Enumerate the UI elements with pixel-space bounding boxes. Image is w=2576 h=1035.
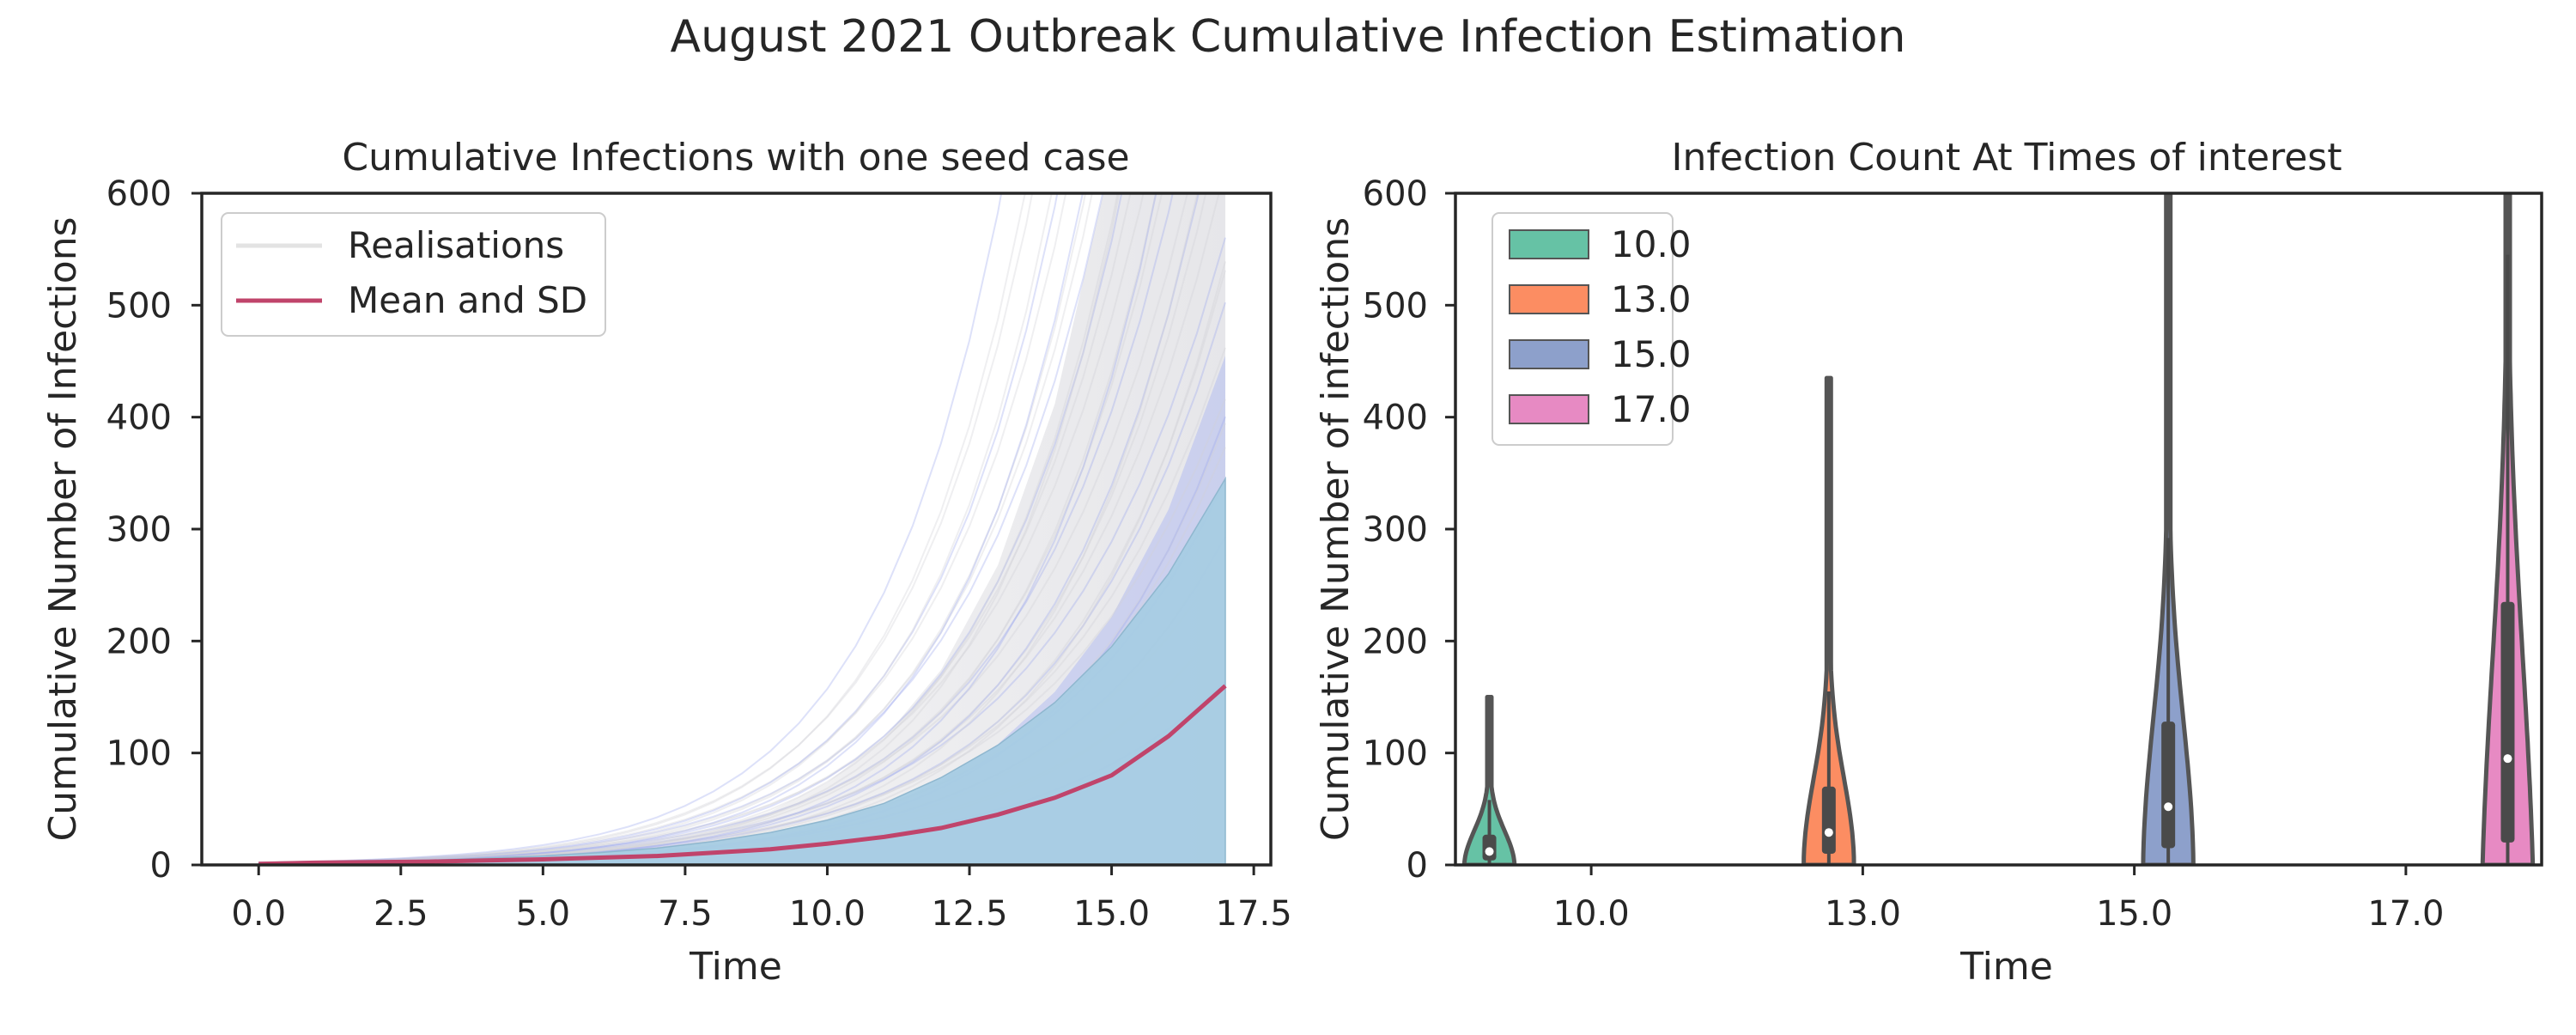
x-tick-label: 0.0 <box>231 894 286 934</box>
x-tick-label: 13.0 <box>1825 894 1901 934</box>
realisation-line <box>258 193 1132 864</box>
median-dot-17.0 <box>2503 754 2512 764</box>
realisation-line <box>258 237 1226 864</box>
x-tick-label: 15.0 <box>1073 894 1150 934</box>
iqr-box-17.0 <box>2500 601 2515 843</box>
median-dot-10.0 <box>1485 847 1494 856</box>
x-tick-label: 7.5 <box>658 894 713 934</box>
realisations-envelope <box>258 193 1226 865</box>
y-tick-label: 100 <box>106 734 172 774</box>
y-tick-label: 500 <box>106 286 172 326</box>
left-legend: Realisations Mean and SD <box>221 212 606 337</box>
median-dot-15.0 <box>2164 802 2173 812</box>
legend-mean-label: Mean and SD <box>348 279 587 321</box>
right-legend-box <box>1492 212 1674 446</box>
legend-label-17: 17.0 <box>1611 388 1692 430</box>
x-tick-label: 5.0 <box>516 894 571 934</box>
y-tick-label: 200 <box>1363 622 1428 661</box>
x-tick-label: 12.5 <box>931 894 1007 934</box>
y-tick-label: 600 <box>1363 174 1428 214</box>
legend-label-13: 13.0 <box>1611 278 1692 320</box>
left-y-axis-label: Cumulative Number of Infections <box>41 216 85 841</box>
realisation-line <box>258 193 1174 864</box>
legend-label-15: 15.0 <box>1611 333 1692 375</box>
y-tick-label: 400 <box>1363 399 1428 438</box>
realisation-line <box>258 193 1145 864</box>
left-x-axis-label: Time <box>689 945 782 989</box>
iqr-box-15.0 <box>2161 721 2176 849</box>
iqr-box-13.0 <box>1821 786 1836 854</box>
left-axes-frame <box>200 192 1273 867</box>
y-tick-label: 100 <box>1363 734 1428 774</box>
figure-suptitle: August 2021 Outbreak Cumulative Infectio… <box>671 11 1906 63</box>
x-tick-label: 2.5 <box>374 894 428 934</box>
realisation-line <box>258 193 1026 864</box>
violin-13.0 <box>1801 375 1856 865</box>
right-panel-title: Infection Count At Times of interest <box>1672 136 2342 180</box>
realisation-line <box>258 193 1104 864</box>
legend-label-10: 10.0 <box>1611 223 1692 265</box>
legend-realisations-label: Realisations <box>348 224 564 266</box>
realisation-line <box>258 193 1034 864</box>
y-tick-label: 400 <box>106 399 172 438</box>
y-tick-label: 0 <box>150 846 172 886</box>
median-dot-13.0 <box>1824 828 1833 837</box>
y-tick-label: 500 <box>1363 286 1428 326</box>
left-panel: Cumulative Infections with one seed case… <box>41 136 1292 989</box>
left-panel-title: Cumulative Infections with one seed case <box>342 136 1129 180</box>
realisation-line <box>258 193 1059 864</box>
y-tick-label: 300 <box>106 510 172 550</box>
right-legend: 10.0 13.0 15.0 17.0 <box>1492 212 1692 446</box>
right-axes-frame <box>1454 192 2543 867</box>
legend-swatch-17 <box>1509 394 1589 424</box>
right-panel: Infection Count At Times of interest 10.… <box>1314 136 2543 989</box>
legend-swatch-13 <box>1509 284 1589 314</box>
right-y-axis-label: Cumulative Number of infections <box>1314 217 1358 841</box>
violin-15.0 <box>2141 193 2196 865</box>
realisation-line <box>258 193 1067 864</box>
x-tick-label: 17.5 <box>1216 894 1292 934</box>
x-tick-label: 10.0 <box>789 894 866 934</box>
realisation-line <box>258 193 1003 864</box>
y-tick-label: 0 <box>1406 846 1428 886</box>
mean-line <box>258 684 1227 865</box>
x-tick-label: 15.0 <box>2096 894 2172 934</box>
y-tick-label: 600 <box>106 174 172 214</box>
violin-10.0 <box>1461 695 1517 865</box>
x-tick-label: 17.0 <box>2367 894 2444 934</box>
realisation-line <box>258 399 1226 864</box>
realisation-line <box>258 193 1053 864</box>
legend-swatch-15 <box>1509 339 1589 369</box>
y-tick-label: 200 <box>106 622 172 661</box>
y-tick-label: 300 <box>1363 510 1428 550</box>
legend-swatch-10 <box>1509 229 1589 259</box>
x-tick-label: 10.0 <box>1553 894 1630 934</box>
realisation-line <box>258 193 1093 864</box>
right-x-axis-label: Time <box>1959 945 2053 989</box>
realisation-line <box>258 193 1188 864</box>
